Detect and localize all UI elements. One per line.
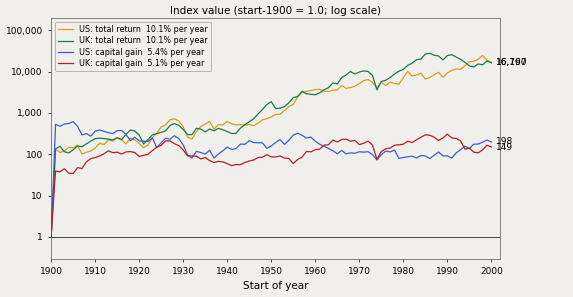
- UK: total return  10.1% per year: (1.95e+03, 717): total return 10.1% per year: (1.95e+03, …: [250, 117, 257, 121]
- US: capital gain  5.4% per year: (1.9e+03, 1): capital gain 5.4% per year: (1.9e+03, 1): [48, 235, 54, 239]
- Line: UK: capital gain  5.1% per year: UK: capital gain 5.1% per year: [51, 134, 492, 237]
- US: total return  10.1% per year: (2e+03, 1.68e+04): total return 10.1% per year: (2e+03, 1.6…: [488, 60, 495, 64]
- Text: 16,160: 16,160: [496, 59, 527, 67]
- Legend: US: total return  10.1% per year, UK: total return  10.1% per year, US: capital : US: total return 10.1% per year, UK: tot…: [55, 22, 211, 72]
- US: capital gain  5.4% per year: (1.9e+03, 613): capital gain 5.4% per year: (1.9e+03, 61…: [70, 120, 77, 124]
- UK: capital gain  5.1% per year: (2e+03, 149): capital gain 5.1% per year: (2e+03, 149): [488, 145, 495, 149]
- UK: total return  10.1% per year: (1.99e+03, 2.76e+04): total return 10.1% per year: (1.99e+03, …: [426, 51, 433, 55]
- UK: capital gain  5.1% per year: (1.92e+03, 164): capital gain 5.1% per year: (1.92e+03, 1…: [158, 143, 164, 147]
- US: capital gain  5.4% per year: (1.91e+03, 315): capital gain 5.4% per year: (1.91e+03, 3…: [83, 132, 90, 135]
- UK: capital gain  5.1% per year: (1.96e+03, 129): capital gain 5.1% per year: (1.96e+03, 1…: [312, 148, 319, 151]
- UK: capital gain  5.1% per year: (1.9e+03, 1): capital gain 5.1% per year: (1.9e+03, 1): [48, 235, 54, 239]
- UK: total return  10.1% per year: (1.98e+03, 5.77e+03): total return 10.1% per year: (1.98e+03, …: [378, 80, 384, 83]
- US: capital gain  5.4% per year: (1.95e+03, 190): capital gain 5.4% per year: (1.95e+03, 1…: [254, 141, 261, 144]
- US: total return  10.1% per year: (1.92e+03, 455): total return 10.1% per year: (1.92e+03, …: [158, 125, 164, 129]
- UK: total return  10.1% per year: (1.97e+03, 9.71e+03): total return 10.1% per year: (1.97e+03, …: [356, 70, 363, 74]
- UK: total return  10.1% per year: (2e+03, 1.62e+04): total return 10.1% per year: (2e+03, 1.6…: [488, 61, 495, 65]
- US: capital gain  5.4% per year: (1.93e+03, 244): capital gain 5.4% per year: (1.93e+03, 2…: [162, 136, 169, 140]
- UK: total return  10.1% per year: (1.91e+03, 151): total return 10.1% per year: (1.91e+03, …: [79, 145, 85, 148]
- Line: US: capital gain  5.4% per year: US: capital gain 5.4% per year: [51, 122, 492, 237]
- UK: capital gain  5.1% per year: (1.97e+03, 171): capital gain 5.1% per year: (1.97e+03, 1…: [356, 143, 363, 146]
- X-axis label: Start of year: Start of year: [243, 282, 308, 291]
- Text: 198: 198: [496, 138, 513, 146]
- US: total return  10.1% per year: (1.98e+03, 5.52e+03): total return 10.1% per year: (1.98e+03, …: [378, 80, 384, 84]
- UK: capital gain  5.1% per year: (1.91e+03, 45.1): capital gain 5.1% per year: (1.91e+03, 4…: [79, 167, 85, 170]
- US: total return  10.1% per year: (1.95e+03, 489): total return 10.1% per year: (1.95e+03, …: [250, 124, 257, 127]
- UK: capital gain  5.1% per year: (1.99e+03, 307): capital gain 5.1% per year: (1.99e+03, 3…: [444, 132, 451, 136]
- UK: total return  10.1% per year: (1.92e+03, 339): total return 10.1% per year: (1.92e+03, …: [158, 130, 164, 134]
- US: capital gain  5.4% per year: (2e+03, 198): capital gain 5.4% per year: (2e+03, 198): [488, 140, 495, 144]
- Text: 149: 149: [496, 143, 513, 151]
- US: capital gain  5.4% per year: (1.97e+03, 112): capital gain 5.4% per year: (1.97e+03, 1…: [360, 150, 367, 154]
- Text: 16,797: 16,797: [496, 58, 527, 67]
- US: total return  10.1% per year: (1.96e+03, 3.67e+03): total return 10.1% per year: (1.96e+03, …: [312, 88, 319, 91]
- UK: total return  10.1% per year: (1.96e+03, 2.73e+03): total return 10.1% per year: (1.96e+03, …: [312, 93, 319, 97]
- UK: total return  10.1% per year: (1.9e+03, 1): total return 10.1% per year: (1.9e+03, 1…: [48, 235, 54, 239]
- UK: capital gain  5.1% per year: (1.95e+03, 72.3): capital gain 5.1% per year: (1.95e+03, 7…: [250, 158, 257, 162]
- US: total return  10.1% per year: (1.91e+03, 101): total return 10.1% per year: (1.91e+03, …: [79, 152, 85, 156]
- US: total return  10.1% per year: (2e+03, 2.46e+04): total return 10.1% per year: (2e+03, 2.4…: [479, 53, 486, 57]
- Title: Index value (start-1900 = 1.0; log scale): Index value (start-1900 = 1.0; log scale…: [170, 6, 381, 15]
- Line: UK: total return  10.1% per year: UK: total return 10.1% per year: [51, 53, 492, 237]
- UK: capital gain  5.1% per year: (1.98e+03, 116): capital gain 5.1% per year: (1.98e+03, 1…: [378, 150, 384, 153]
- US: capital gain  5.4% per year: (1.96e+03, 174): capital gain 5.4% per year: (1.96e+03, 1…: [316, 143, 323, 146]
- US: total return  10.1% per year: (1.9e+03, 1): total return 10.1% per year: (1.9e+03, 1…: [48, 235, 54, 239]
- US: total return  10.1% per year: (1.97e+03, 5.1e+03): total return 10.1% per year: (1.97e+03, …: [356, 82, 363, 86]
- US: capital gain  5.4% per year: (1.98e+03, 119): capital gain 5.4% per year: (1.98e+03, 1…: [382, 149, 389, 153]
- Line: US: total return  10.1% per year: US: total return 10.1% per year: [51, 55, 492, 237]
